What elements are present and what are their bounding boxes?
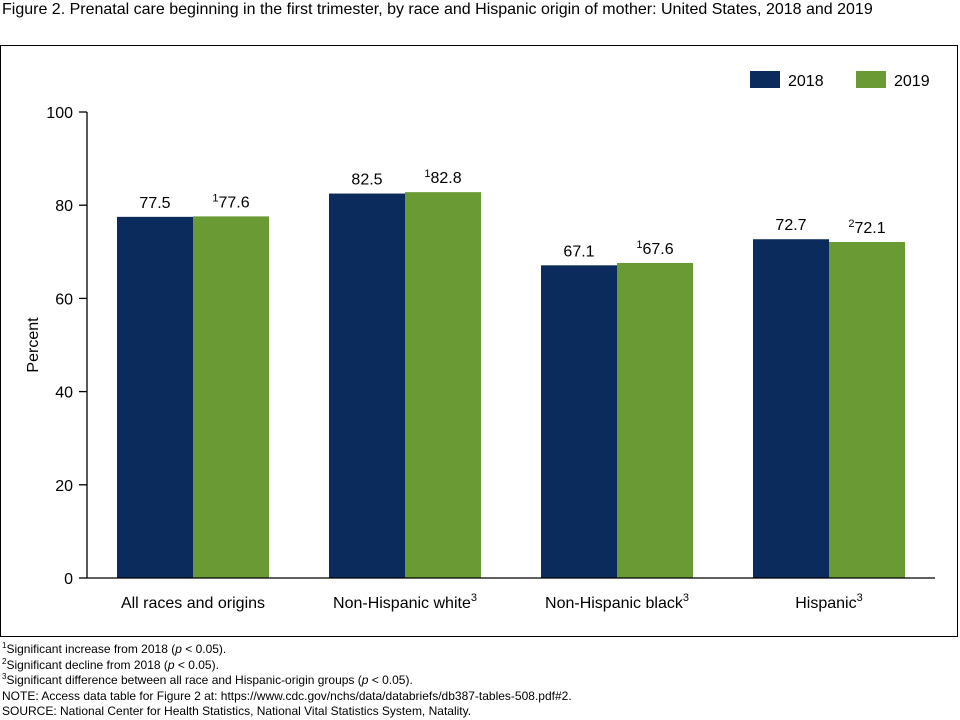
x-tick-label-text: Non-Hispanic white [333,595,471,612]
data-label-value: 77.6 [218,194,249,211]
bar-non-hispanic-white-2019 [405,192,481,579]
legend-label-2019: 2019 [894,73,930,90]
y-axis-title: Percent [25,317,42,373]
data-label-value: 82.8 [430,170,461,187]
footnote-3-italic: p [361,673,369,687]
legend: 2018 2019 [750,71,930,90]
bar-all-races-and-origins-2019 [193,216,269,578]
x-tick-label-all-races-and-origins: All races and origins [121,595,265,612]
data-label-value: 72.1 [854,220,885,237]
y-tick-label-40: 40 [55,385,73,402]
data-label-all-races-and-origins-2019: 177.6 [212,192,249,211]
footnote-1-italic: p [175,642,182,656]
data-label-hispanic-2019: 272.1 [848,218,885,237]
x-tick-label-marker: 3 [857,592,863,604]
data-label-all-races-and-origins-2018: 77.5 [139,195,170,212]
legend-swatch-2018 [750,71,780,88]
bar-all-races-and-origins-2018 [117,216,193,578]
data-label-marker: 1 [636,239,642,251]
x-tick-label-text: Hispanic [795,595,856,612]
data-label-hispanic-2018: 72.7 [775,217,806,234]
y-tick-label-0: 0 [64,571,73,588]
x-tick-label-marker: 3 [683,592,689,604]
bar-hispanic-2018 [753,239,829,578]
data-label-non-hispanic-white-2018: 82.5 [351,172,382,189]
footnote-2-tail: < 0.05). [174,657,219,672]
footnote-3-tail: < 0.05). [368,673,413,687]
bars: 77.5 177.682.5 182.867.1 167.672.7 272.1 [117,168,905,579]
x-axis: All races and origins Non-Hispanic white3… [87,577,935,612]
y-tick-label-100: 100 [46,105,73,122]
data-label-marker: 1 [424,168,430,180]
data-label-non-hispanic-black-2018: 67.1 [563,243,594,260]
footnote-2-marker: 2 [2,656,7,666]
x-tick-label-text: All races and origins [121,595,265,612]
footnote-2: 2Significant decline from 2018 (p < 0.05… [2,656,957,674]
y-tick-label-20: 20 [55,478,73,495]
x-tick-label-marker: 3 [471,592,477,604]
footnote-3-text: Significant difference between all race … [6,673,362,687]
x-tick-label-text: Non-Hispanic black [545,595,684,612]
chart-frame [0,45,958,637]
note-text: NOTE: Access data table for Figure 2 at:… [2,688,572,703]
footnote-1: 1Significant increase from 2018 (p < 0.0… [2,642,957,658]
legend-swatch-2019 [856,71,886,88]
footnote-3-marker: 3 [2,672,7,681]
bar-non-hispanic-black-2019 [617,262,693,578]
x-tick-label-non-hispanic-black: Non-Hispanic black3 [545,592,689,612]
data-label-marker: 2 [848,218,854,230]
x-tick-label-hispanic: Hispanic3 [795,592,862,612]
footnote-1-marker: 1 [2,641,7,650]
footnote-2-text: Significant decline from 2018 ( [6,657,168,672]
footnote-1-tail: < 0.05). [181,642,227,656]
data-label-value: 67.6 [642,241,673,258]
bar-non-hispanic-black-2018 [541,265,617,578]
bar-hispanic-2019 [829,242,905,578]
bar-non-hispanic-white-2018 [329,193,405,579]
x-tick-label-non-hispanic-white: Non-Hispanic white3 [333,592,477,612]
figure-title: Figure 2. Prenatal care beginning in the… [2,1,873,18]
footnote-3: 3Significant difference between all race… [2,673,957,689]
y-axis: 0 20 40 60 80 100 Percent [25,105,88,588]
data-label-non-hispanic-black-2019: 167.6 [636,239,673,258]
footnotes: 1Significant increase from 2018 (p < 0.0… [2,642,957,720]
footnote-2-italic: p [167,657,175,672]
data-label-non-hispanic-white-2019: 182.8 [424,168,461,187]
y-tick-label-60: 60 [55,291,73,308]
footnote-1-text: Significant increase from 2018 ( [6,642,176,656]
y-tick-label-80: 80 [55,198,73,215]
legend-label-2018: 2018 [788,73,824,90]
source-text: SOURCE: National Center for Health Stati… [2,704,472,718]
data-label-marker: 1 [212,192,218,204]
